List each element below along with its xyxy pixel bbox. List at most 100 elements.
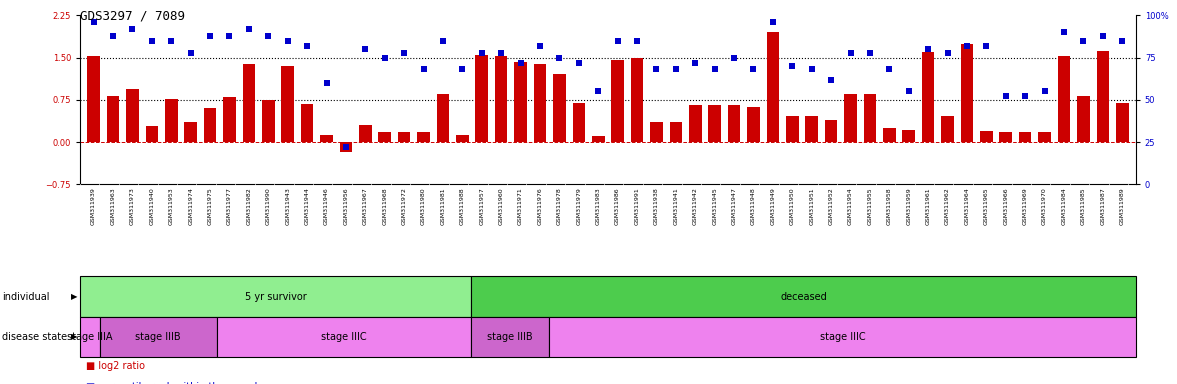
Text: GSM311973: GSM311973 bbox=[129, 187, 135, 225]
Point bbox=[588, 88, 607, 94]
Bar bbox=[262, 100, 274, 142]
Point bbox=[492, 50, 511, 56]
Text: GSM311987: GSM311987 bbox=[1100, 187, 1105, 225]
Text: GSM311956: GSM311956 bbox=[344, 187, 348, 225]
Text: GSM311980: GSM311980 bbox=[421, 187, 426, 225]
Text: ▶: ▶ bbox=[71, 292, 78, 301]
Point bbox=[85, 19, 104, 25]
Point bbox=[609, 38, 627, 44]
Bar bbox=[999, 132, 1012, 142]
Point bbox=[744, 66, 763, 73]
Text: GSM311939: GSM311939 bbox=[91, 187, 97, 225]
Point bbox=[860, 50, 879, 56]
Bar bbox=[786, 116, 799, 142]
Text: GSM311991: GSM311991 bbox=[634, 187, 639, 225]
Point bbox=[627, 38, 646, 44]
Bar bbox=[471, 317, 550, 357]
Bar bbox=[670, 122, 683, 142]
Bar bbox=[87, 56, 100, 142]
Bar bbox=[825, 119, 837, 142]
Text: GSM311946: GSM311946 bbox=[324, 187, 330, 225]
Text: GSM311966: GSM311966 bbox=[1003, 187, 1009, 225]
Point bbox=[822, 76, 840, 83]
Text: GSM311962: GSM311962 bbox=[945, 187, 950, 225]
Text: GSM311958: GSM311958 bbox=[886, 187, 892, 225]
Bar bbox=[709, 106, 722, 142]
Bar bbox=[960, 43, 973, 142]
Point bbox=[298, 43, 317, 49]
Text: GSM311952: GSM311952 bbox=[829, 187, 833, 225]
Point bbox=[783, 63, 802, 69]
Text: GSM311984: GSM311984 bbox=[1062, 187, 1066, 225]
Bar bbox=[204, 108, 217, 142]
Point bbox=[453, 66, 472, 73]
Point bbox=[239, 26, 258, 32]
Bar bbox=[437, 94, 450, 142]
Text: disease state: disease state bbox=[2, 332, 67, 342]
Bar bbox=[1077, 96, 1090, 142]
Point bbox=[104, 33, 122, 39]
Bar bbox=[146, 126, 158, 142]
Point bbox=[278, 38, 297, 44]
Text: GSM311981: GSM311981 bbox=[440, 187, 445, 225]
Text: GSM311988: GSM311988 bbox=[460, 187, 465, 225]
Bar bbox=[476, 55, 488, 142]
Point bbox=[570, 60, 588, 66]
Text: GSM311974: GSM311974 bbox=[188, 187, 193, 225]
Bar bbox=[126, 89, 139, 142]
Point bbox=[142, 38, 161, 44]
Text: stage IIIC: stage IIIC bbox=[819, 332, 865, 342]
Text: GSM311972: GSM311972 bbox=[401, 187, 406, 225]
Point bbox=[531, 43, 550, 49]
Bar bbox=[514, 61, 527, 142]
Bar bbox=[242, 65, 255, 142]
Text: individual: individual bbox=[2, 291, 49, 302]
Bar bbox=[301, 104, 313, 142]
Text: GSM311969: GSM311969 bbox=[1023, 187, 1028, 225]
Text: GSM311960: GSM311960 bbox=[499, 187, 504, 225]
Bar bbox=[217, 317, 471, 357]
Bar bbox=[844, 94, 857, 142]
Bar bbox=[224, 97, 235, 142]
Text: GSM311948: GSM311948 bbox=[751, 187, 756, 225]
Point bbox=[550, 55, 568, 61]
Text: ■ log2 ratio: ■ log2 ratio bbox=[86, 361, 145, 371]
Text: GSM311971: GSM311971 bbox=[518, 187, 523, 225]
Bar bbox=[165, 99, 178, 142]
Point bbox=[472, 50, 491, 56]
Bar bbox=[553, 74, 566, 142]
Bar bbox=[471, 276, 1136, 317]
Point bbox=[317, 80, 335, 86]
Bar bbox=[1019, 132, 1031, 142]
Bar bbox=[727, 106, 740, 142]
Bar bbox=[80, 317, 100, 357]
Text: GSM311938: GSM311938 bbox=[654, 187, 659, 225]
Bar bbox=[1097, 51, 1109, 142]
Text: GSM311985: GSM311985 bbox=[1080, 187, 1086, 225]
Point bbox=[803, 66, 822, 73]
Bar bbox=[747, 107, 760, 142]
Text: GSM311950: GSM311950 bbox=[790, 187, 794, 225]
Bar bbox=[533, 65, 546, 142]
Bar bbox=[340, 142, 352, 152]
Bar bbox=[185, 122, 197, 142]
Point bbox=[511, 60, 530, 66]
Point bbox=[938, 50, 957, 56]
Text: stage IIIB: stage IIIB bbox=[487, 332, 533, 342]
Bar bbox=[611, 60, 624, 142]
Point bbox=[705, 66, 724, 73]
Text: GSM311975: GSM311975 bbox=[207, 187, 213, 225]
Point bbox=[414, 66, 433, 73]
Text: GSM311963: GSM311963 bbox=[111, 187, 115, 225]
Text: GSM311942: GSM311942 bbox=[693, 187, 698, 225]
Point bbox=[1073, 38, 1092, 44]
Point bbox=[1055, 29, 1073, 35]
Point bbox=[842, 50, 860, 56]
Bar bbox=[494, 56, 507, 142]
Bar bbox=[572, 103, 585, 142]
Point bbox=[259, 33, 278, 39]
Point bbox=[1112, 38, 1131, 44]
Point bbox=[200, 33, 219, 39]
Bar bbox=[417, 132, 430, 142]
Text: GSM311977: GSM311977 bbox=[227, 187, 232, 225]
